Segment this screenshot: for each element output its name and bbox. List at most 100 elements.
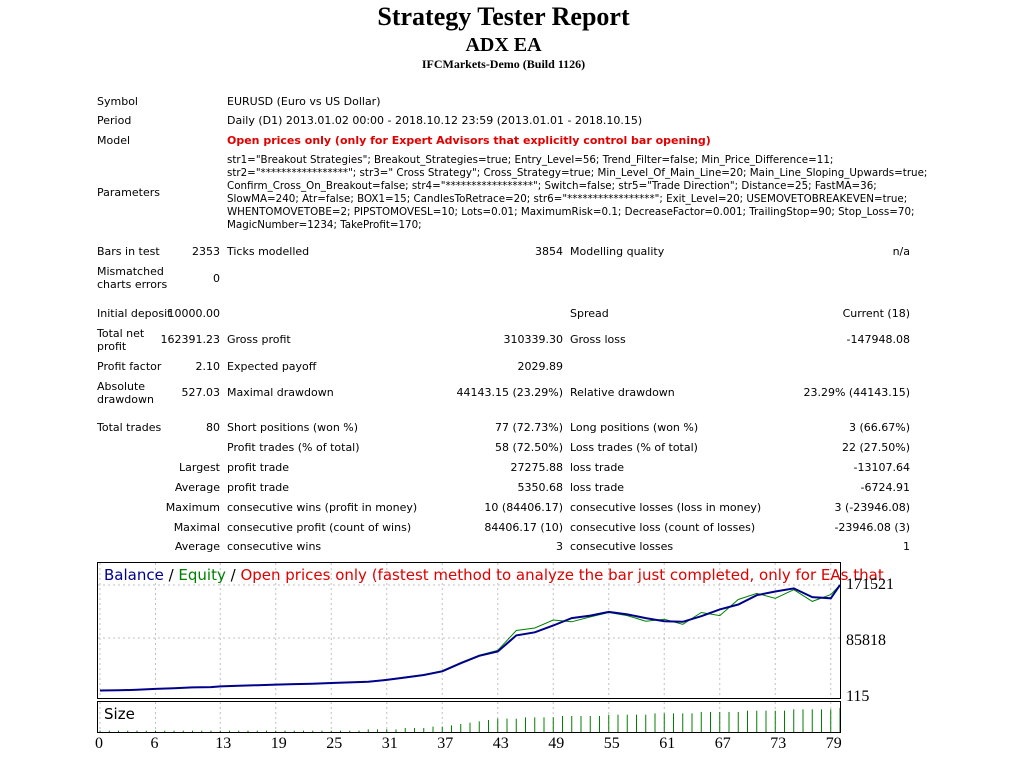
spread-label: Spread [570, 307, 609, 320]
size-chart [97, 701, 841, 733]
x-tick-label: 6 [150, 735, 159, 752]
legend-equity: Equity [178, 566, 226, 584]
absolute-drawdown-label-2: drawdown [97, 393, 154, 406]
gross-loss-value: -147948.08 [846, 333, 910, 346]
chart-legend: Balance / Equity / Open prices only (fas… [104, 566, 884, 584]
maximal-drawdown-value: 44143.15 (23.29%) [456, 386, 563, 399]
avg-cons-wins-value: 3 [556, 540, 563, 553]
gross-profit-value: 310339.30 [503, 333, 564, 346]
long-positions-label: Long positions (won %) [570, 421, 699, 434]
bars-in-test-value: 2353 [192, 245, 220, 258]
max-cons-losses-value: 3 (-23946.08) [834, 501, 910, 514]
profit-trades-label: Profit trades (% of total) [227, 441, 360, 454]
x-tick-label: 19 [270, 735, 287, 752]
ticks-modelled-value: 3854 [535, 245, 563, 258]
absolute-drawdown-label: Absolute [97, 380, 146, 393]
gross-loss-label: Gross loss [570, 333, 626, 346]
model-value: Open prices only (only for Expert Adviso… [227, 134, 711, 147]
average-loss-value: -6724.91 [860, 481, 910, 494]
x-tick-label: 0 [95, 735, 103, 752]
profit-trades-value: 58 (72.50%) [494, 441, 563, 454]
model-label: Model [97, 134, 131, 147]
long-positions-value: 3 (66.67%) [848, 421, 910, 434]
ticks-modelled-label: Ticks modelled [227, 245, 310, 258]
x-tick-label: 49 [548, 735, 565, 752]
parameters-line: str1="Breakout Strategies"; Breakout_Str… [227, 154, 834, 166]
series-line-balance [99, 584, 840, 692]
initial-deposit-label: Initial deposit [97, 307, 172, 320]
legend-separator: / [225, 566, 241, 584]
balance-chart [97, 562, 841, 699]
bars-in-test-label: Bars in test [97, 245, 160, 258]
average-profit-label: profit trade [227, 481, 290, 494]
largest-loss-label: loss trade [570, 461, 625, 474]
x-tick-label: 43 [492, 735, 509, 752]
legend-method: Open prices only (fastest method to anal… [240, 566, 884, 584]
gross-profit-label: Gross profit [227, 333, 291, 346]
symbol-value: EURUSD (Euro vs US Dollar) [227, 95, 381, 108]
expected-payoff-label: Expected payoff [227, 360, 317, 373]
x-tick-label: 73 [770, 735, 787, 752]
largest-loss-value: -13107.64 [853, 461, 910, 474]
short-positions-value: 77 (72.73%) [494, 421, 563, 434]
total-trades-value: 80 [206, 421, 220, 434]
total-trades-label: Total trades [97, 421, 162, 434]
avg-cons-wins-label: consecutive wins [227, 540, 322, 553]
mismatched-label: Mismatched [97, 265, 164, 278]
y-tick-label: 85818 [846, 632, 886, 649]
ea-name: ADX EA [465, 34, 542, 56]
x-tick-label: 79 [825, 735, 842, 752]
y-tick-label: 171521 [846, 576, 894, 593]
report-title: Strategy Tester Report [377, 2, 630, 31]
total-net-profit-value: 162391.23 [160, 333, 221, 346]
maximal-cons-profit-value: 84406.17 (10) [484, 521, 563, 534]
parameters-line: WHENTOMOVETOBE=2; PIPSTOMOVESL=10; Lots=… [227, 206, 915, 218]
symbol-label: Symbol [97, 95, 138, 108]
y-tick-label: 115 [846, 688, 870, 705]
x-tick-label: 37 [437, 735, 454, 752]
profit-factor-value: 2.10 [195, 360, 221, 373]
max-cons-wins-label: consecutive wins (profit in money) [227, 501, 418, 514]
parameters-line: str2="*****************"; str3=" Cross S… [227, 167, 928, 179]
parameters-line: MagicNumber=1234; TakeProfit=170; [227, 219, 422, 231]
relative-drawdown-label: Relative drawdown [570, 386, 675, 399]
legend-balance: Balance [104, 566, 164, 584]
average-loss-label: loss trade [570, 481, 625, 494]
maximum-label: Maximum [165, 501, 220, 514]
max-cons-losses-label: consecutive losses (loss in money) [570, 501, 762, 514]
x-tick-label: 61 [659, 735, 676, 752]
expected-payoff-value: 2029.89 [517, 360, 564, 373]
maximal-label: Maximal [173, 521, 220, 534]
largest-profit-value: 27275.88 [510, 461, 564, 474]
maximal-cons-loss-value: -23946.08 (3) [834, 521, 910, 534]
balance-chart-svg [98, 563, 840, 698]
max-cons-wins-value: 10 (84406.17) [484, 501, 563, 514]
maximal-drawdown-label: Maximal drawdown [227, 386, 334, 399]
avg-cons-losses-value: 1 [903, 540, 910, 553]
x-tick-label: 13 [215, 735, 232, 752]
largest-profit-label: profit trade [227, 461, 290, 474]
short-positions-label: Short positions (won %) [227, 421, 359, 434]
modelling-quality-value: n/a [892, 245, 910, 258]
period-label: Period [97, 114, 132, 127]
total-net-profit-label-2: profit [97, 340, 127, 353]
maximal-cons-loss-label: consecutive loss (count of losses) [570, 521, 756, 534]
average-profit-value: 5350.68 [517, 481, 564, 494]
loss-trades-value: 22 (27.50%) [841, 441, 910, 454]
avg-cons-losses-label: consecutive losses [570, 540, 674, 553]
total-net-profit-label: Total net [97, 327, 145, 340]
parameters-value: str1="Breakout Strategies"; Breakout_Str… [227, 154, 927, 232]
x-tick-label: 67 [714, 735, 731, 752]
x-tick-label: 25 [326, 735, 343, 752]
parameters-label: Parameters [97, 186, 160, 199]
profit-factor-label: Profit factor [97, 360, 162, 373]
loss-trades-label: Loss trades (% of total) [570, 441, 698, 454]
server-name: IFCMarkets-Demo (Build 1126) [421, 57, 586, 71]
modelling-quality-label: Modelling quality [570, 245, 665, 258]
spread-value: Current (18) [842, 307, 910, 320]
maximal-cons-profit-label: consecutive profit (count of wins) [227, 521, 412, 534]
largest-label: Largest [179, 461, 220, 474]
parameters-line: SlowMA=240; Atr=false; BOX1=15; CandlesT… [227, 193, 908, 205]
parameters-line: Confirm_Cross_On_Breakout=false; str4="*… [227, 180, 877, 192]
initial-deposit-value: 10000.00 [167, 307, 221, 320]
